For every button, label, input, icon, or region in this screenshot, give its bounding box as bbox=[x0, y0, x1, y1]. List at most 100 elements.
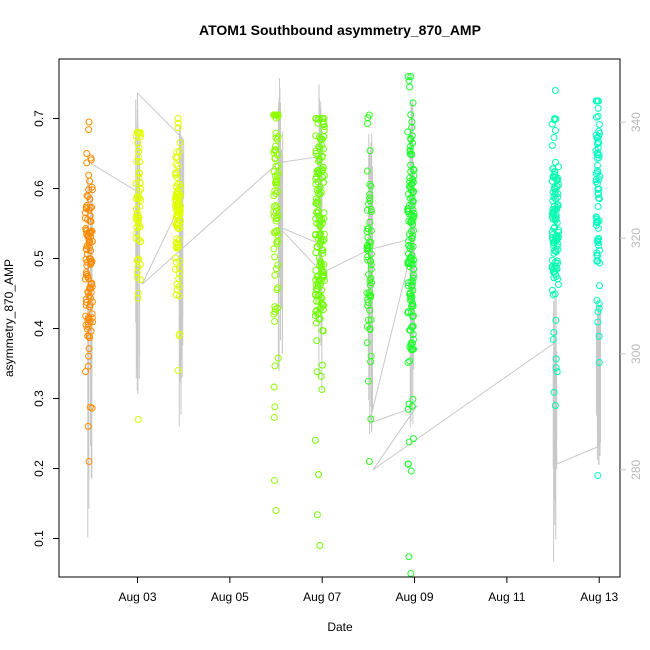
data-point bbox=[273, 135, 281, 143]
x-tick-label: Aug 09 bbox=[396, 590, 434, 604]
data-point bbox=[551, 168, 559, 176]
data-point bbox=[405, 438, 413, 446]
data-point bbox=[315, 169, 323, 177]
x-tick-label: Aug 03 bbox=[118, 590, 156, 604]
data-point bbox=[315, 133, 323, 141]
data-point bbox=[318, 361, 326, 369]
data-point bbox=[595, 120, 603, 128]
data-point bbox=[172, 239, 180, 247]
data-point bbox=[595, 282, 603, 290]
data-point bbox=[81, 209, 89, 217]
data-point bbox=[318, 386, 326, 394]
data-point bbox=[135, 144, 143, 152]
data-point bbox=[408, 302, 416, 310]
data-point bbox=[405, 553, 413, 561]
data-point bbox=[548, 213, 556, 221]
data-point bbox=[270, 146, 278, 154]
data-point bbox=[88, 310, 96, 318]
data-point bbox=[365, 111, 373, 119]
data-point bbox=[409, 139, 417, 147]
x-axis: Aug 03 Aug 05 Aug 07 Aug 09 Aug 11 Aug 13 bbox=[118, 576, 619, 604]
data-point bbox=[552, 355, 560, 363]
data-point bbox=[132, 213, 140, 221]
data-point bbox=[175, 332, 183, 340]
data-point bbox=[172, 258, 180, 266]
data-point bbox=[551, 223, 559, 231]
data-point bbox=[87, 154, 95, 162]
data-point bbox=[407, 341, 415, 349]
data-point bbox=[553, 264, 561, 272]
data-point bbox=[553, 368, 561, 376]
data-point bbox=[173, 222, 181, 230]
data-point bbox=[554, 176, 562, 184]
data-point bbox=[408, 252, 416, 260]
data-point bbox=[174, 194, 182, 202]
data-point bbox=[270, 413, 278, 421]
plot-frame bbox=[58, 58, 621, 578]
data-point bbox=[274, 187, 282, 195]
data-point bbox=[272, 190, 280, 198]
data-point bbox=[173, 153, 181, 161]
data-point bbox=[409, 178, 417, 186]
data-point bbox=[174, 124, 182, 132]
data-point bbox=[365, 458, 373, 465]
data-point bbox=[550, 329, 558, 337]
data-point bbox=[271, 403, 279, 411]
data-point bbox=[135, 147, 143, 155]
data-point bbox=[272, 507, 280, 514]
data-point bbox=[406, 83, 414, 91]
data-point bbox=[407, 219, 415, 227]
y-tick-label: 0.7 bbox=[32, 110, 46, 127]
data-point bbox=[548, 263, 556, 271]
data-point bbox=[367, 261, 375, 269]
data-point bbox=[88, 257, 96, 265]
data-point bbox=[407, 73, 415, 80]
data-point bbox=[176, 180, 184, 188]
chart-title: ATOM1 Southbound asymmetry_870_AMP bbox=[199, 22, 481, 38]
data-point bbox=[315, 221, 323, 229]
data-point bbox=[134, 129, 142, 136]
y-tick-label: 0.2 bbox=[32, 460, 46, 477]
data-point bbox=[174, 162, 182, 170]
data-point bbox=[316, 115, 324, 122]
data-point bbox=[135, 213, 143, 221]
data-point bbox=[313, 297, 321, 305]
data-point bbox=[84, 422, 92, 430]
data-point bbox=[404, 358, 412, 366]
data-point bbox=[594, 257, 602, 265]
data-point bbox=[407, 161, 415, 169]
data-point bbox=[312, 285, 320, 293]
data-point bbox=[551, 87, 559, 94]
data-point bbox=[274, 231, 282, 239]
data-point bbox=[274, 169, 282, 177]
data-point bbox=[314, 207, 322, 215]
data-point bbox=[174, 209, 182, 217]
data-point bbox=[552, 247, 560, 255]
data-point bbox=[404, 128, 412, 136]
data-point bbox=[405, 400, 413, 408]
data-point bbox=[173, 244, 181, 252]
data-point bbox=[409, 221, 417, 229]
right-tick-label: 300 bbox=[629, 344, 643, 364]
y-tick-label: 0.6 bbox=[32, 180, 46, 197]
data-point bbox=[317, 293, 325, 301]
data-point bbox=[409, 271, 417, 279]
data-point bbox=[406, 289, 414, 297]
data-point bbox=[367, 182, 375, 190]
data-point bbox=[84, 193, 92, 201]
data-point bbox=[85, 352, 93, 360]
y-tick-label: 0.4 bbox=[32, 320, 46, 337]
data-point bbox=[175, 275, 183, 283]
data-point bbox=[366, 281, 374, 289]
data-point bbox=[315, 143, 323, 151]
data-point bbox=[272, 180, 280, 188]
data-point bbox=[552, 316, 560, 324]
data-point bbox=[313, 198, 321, 206]
data-point bbox=[407, 135, 415, 143]
data-point bbox=[554, 240, 562, 248]
data-point bbox=[273, 214, 281, 222]
data-point bbox=[405, 77, 413, 85]
data-point bbox=[316, 222, 324, 230]
data-point bbox=[592, 170, 600, 178]
data-point bbox=[409, 335, 417, 343]
